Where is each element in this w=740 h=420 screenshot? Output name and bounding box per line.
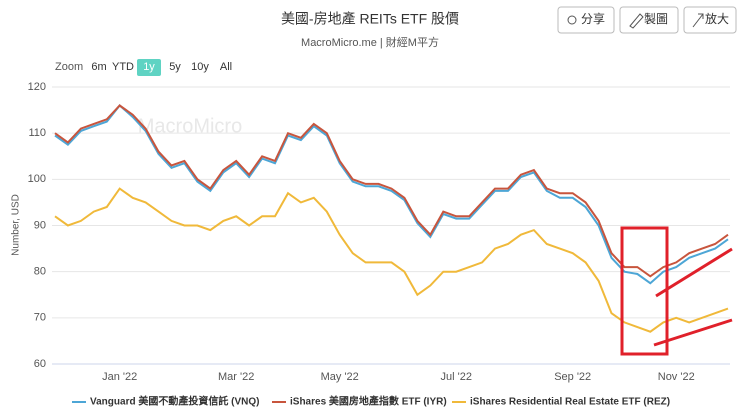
y-tick-label: 110 <box>28 127 46 139</box>
series-line <box>54 104 729 285</box>
icon <box>629 13 644 29</box>
y-tick-label: 60 <box>34 358 46 370</box>
zoom-button[interactable] <box>683 6 737 34</box>
watermark: MacroMicro <box>138 115 242 137</box>
x-tick-label: Mar '22 <box>218 371 254 383</box>
range-button[interactable]: All <box>220 61 232 73</box>
legend-label[interactable]: iShares Residential Real Estate ETF (REZ… <box>470 397 670 408</box>
share-button[interactable] <box>557 6 615 34</box>
legend-label[interactable]: iShares 美國房地產指數 ETF (IYR) <box>290 395 447 408</box>
range-active-bg <box>137 59 161 76</box>
series-line <box>54 104 729 278</box>
trend-arrow <box>655 247 733 298</box>
x-tick-label: Nov '22 <box>658 371 695 383</box>
x-tick-label: Jan '22 <box>102 371 137 383</box>
icon <box>567 15 577 25</box>
legend-label[interactable]: Vanguard 美國不動產投資信託 (VNQ) <box>90 395 259 408</box>
annotations <box>620 226 733 356</box>
y-tick-label: 70 <box>34 312 46 324</box>
chart-subtitle: MacroMicro.me | 財經M平方 <box>301 35 439 49</box>
x-tick-label: Sep '22 <box>554 371 591 383</box>
trend-arrow <box>653 318 733 347</box>
y-tick-label: 120 <box>28 81 46 93</box>
range-button[interactable]: YTD <box>112 61 134 73</box>
x-tick-label: May '22 <box>321 371 359 383</box>
toolbar <box>557 6 737 34</box>
y-tick-label: 80 <box>34 266 46 278</box>
x-tick-label: Jul '22 <box>440 371 471 383</box>
chart-title: 美國-房地產 REITs ETF 股價 <box>281 11 459 27</box>
toolbar-button-label: 放大 <box>705 11 729 26</box>
y-tick-label: 90 <box>34 219 46 231</box>
series-line <box>54 187 729 333</box>
toolbar-button-label: 製圖 <box>644 12 668 26</box>
range-button[interactable]: 6m <box>91 61 106 73</box>
icon <box>692 13 704 28</box>
highlight-box <box>620 226 669 356</box>
toolbar-button-label: 分享 <box>581 11 605 26</box>
range-label: Zoom <box>55 61 83 73</box>
range-button[interactable]: 10y <box>191 61 209 73</box>
y-tick-label: 100 <box>28 173 46 185</box>
range-button[interactable]: 1y <box>143 61 155 73</box>
range-button[interactable]: 5y <box>169 61 181 73</box>
y-axis-title: Number, USD <box>11 194 22 256</box>
